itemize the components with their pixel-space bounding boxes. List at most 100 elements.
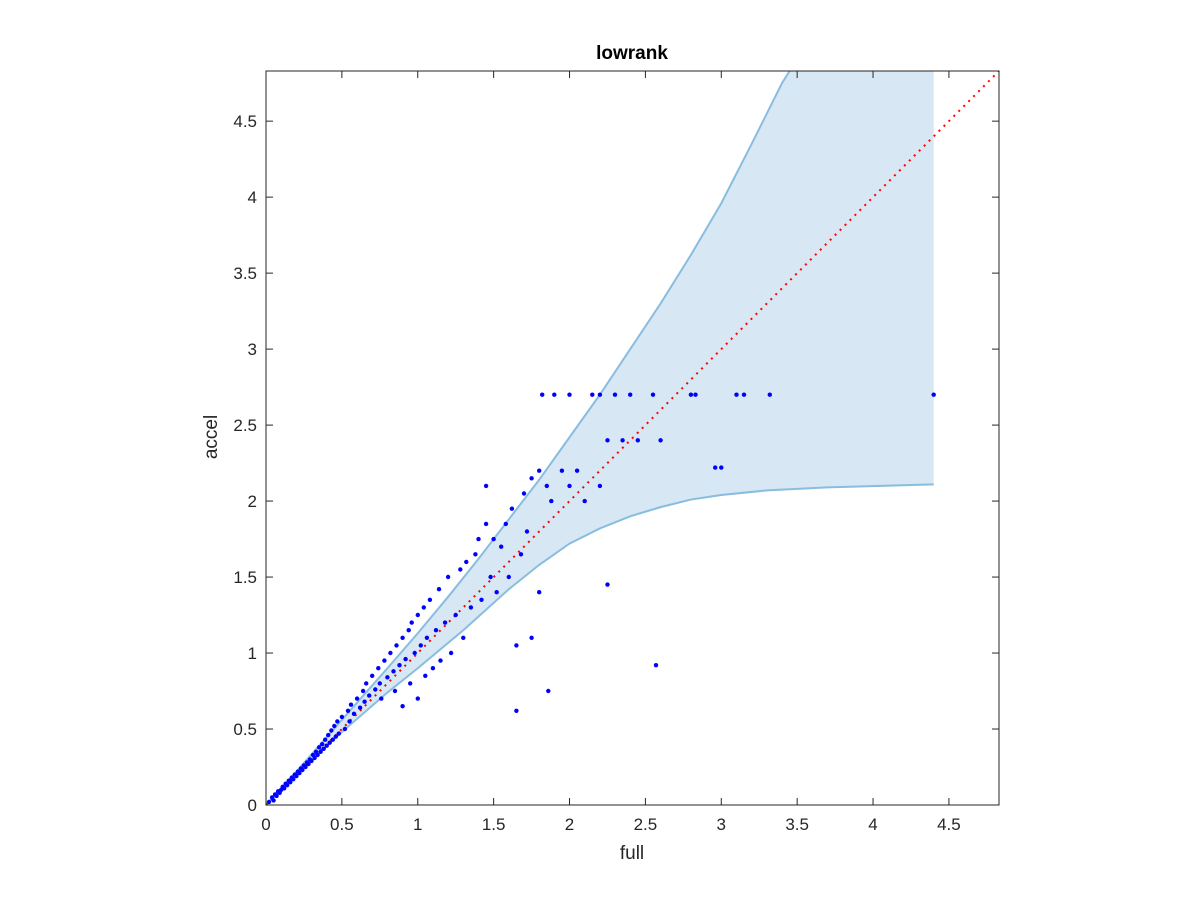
data-point <box>537 590 542 595</box>
data-point <box>320 742 325 747</box>
data-point <box>300 767 305 773</box>
data-point <box>464 559 469 565</box>
data-point <box>336 731 341 736</box>
x-tick-label: 3.5 <box>785 815 809 834</box>
data-point <box>370 673 375 678</box>
data-point <box>357 705 363 710</box>
data-point <box>713 465 718 470</box>
data-point <box>309 758 314 764</box>
data-point <box>297 770 302 776</box>
band-upper-edge <box>265 70 791 806</box>
x-tick-label: 0 <box>261 815 270 834</box>
x-axis-ticks: 0 0.5 1 1.5 2 2.5 3 3.5 4 4.5 <box>261 71 961 834</box>
y-tick-label: 4.5 <box>233 112 257 131</box>
x-tick-label: 4.5 <box>937 815 961 834</box>
data-point <box>418 643 423 648</box>
y-tick-label: 4 <box>248 188 257 207</box>
data-point <box>567 392 572 397</box>
data-point <box>326 732 331 738</box>
data-point <box>605 582 610 587</box>
data-point <box>367 693 372 698</box>
data-point <box>552 392 557 397</box>
data-point <box>549 498 554 504</box>
data-point <box>544 483 549 489</box>
data-point <box>266 799 272 805</box>
data-point <box>406 628 411 633</box>
data-point <box>303 764 308 770</box>
data-point <box>412 650 417 656</box>
data-point <box>379 696 384 701</box>
data-point <box>567 483 572 489</box>
data-point <box>323 737 328 742</box>
data-point <box>394 643 399 648</box>
data-point <box>392 688 398 694</box>
y-tick-label: 3 <box>248 340 257 359</box>
data-point <box>282 786 287 791</box>
data-point <box>491 536 496 542</box>
x-axis-label: full <box>620 843 644 864</box>
data-point <box>597 483 603 489</box>
data-point <box>559 468 565 473</box>
data-point <box>347 719 352 724</box>
data-point <box>521 491 527 496</box>
data-point <box>288 780 293 785</box>
data-point <box>442 620 448 625</box>
data-point <box>546 688 551 694</box>
data-point <box>333 734 338 739</box>
data-point <box>424 635 430 640</box>
data-point <box>332 723 337 729</box>
data-point <box>767 392 772 397</box>
data-point <box>438 658 443 663</box>
data-point <box>348 702 354 707</box>
identity-reference-line <box>265 70 1000 806</box>
scatter-points <box>266 392 936 805</box>
chart-title: lowrank <box>596 43 668 64</box>
axes-box <box>265 70 1000 806</box>
data-point <box>312 755 317 761</box>
data-point <box>436 587 442 592</box>
data-point <box>274 793 279 799</box>
data-point <box>529 476 534 481</box>
data-point <box>327 740 332 745</box>
data-point <box>408 681 413 686</box>
data-point <box>423 673 428 678</box>
data-point <box>590 392 595 397</box>
data-point <box>385 675 390 680</box>
data-point <box>391 669 396 674</box>
data-point <box>635 438 640 443</box>
data-point <box>400 635 405 640</box>
data-point <box>382 658 387 663</box>
data-point <box>364 681 369 686</box>
data-point <box>514 708 519 713</box>
x-tick-label: 4 <box>868 815 877 834</box>
band-lower-edge <box>265 483 934 806</box>
data-point <box>473 552 478 557</box>
data-point <box>271 798 276 803</box>
data-point <box>433 628 439 633</box>
y-axis-ticks: 0 0.5 1 1.5 2 2.5 3 3.5 4 4.5 <box>233 112 999 815</box>
data-point <box>415 696 420 701</box>
data-point <box>458 567 463 572</box>
data-point <box>653 663 659 668</box>
data-point <box>388 650 393 656</box>
data-point <box>335 719 340 724</box>
data-point <box>430 666 436 671</box>
data-point <box>330 737 335 742</box>
data-point <box>315 752 320 758</box>
data-point <box>376 666 381 671</box>
data-point <box>468 605 474 610</box>
y-tick-label: 0.5 <box>233 720 257 739</box>
data-point <box>479 597 484 602</box>
data-point <box>461 635 466 640</box>
data-point <box>400 704 405 709</box>
data-point <box>605 438 610 443</box>
data-point <box>345 708 351 713</box>
data-point <box>445 574 451 580</box>
y-tick-label: 0 <box>248 796 257 815</box>
y-tick-label: 1 <box>248 644 257 663</box>
data-point <box>650 392 656 397</box>
data-point <box>316 745 322 750</box>
x-tick-label: 1.5 <box>482 815 506 834</box>
x-tick-label: 2.5 <box>634 815 658 834</box>
data-point <box>354 696 360 701</box>
